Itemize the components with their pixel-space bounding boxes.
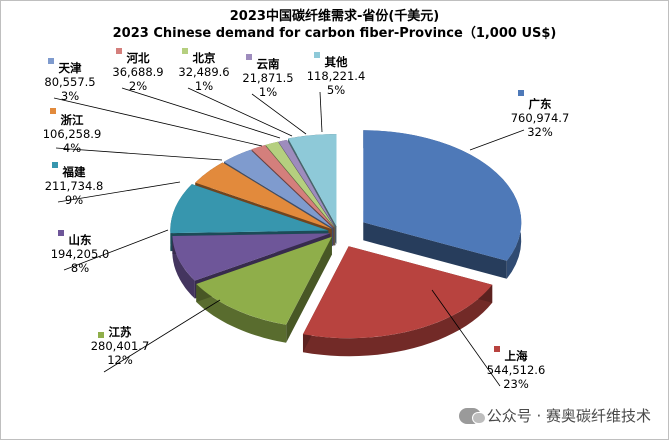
legend-marker — [50, 108, 56, 114]
watermark-text: 公众号 · 赛奥碳纤维技术 — [486, 407, 651, 425]
legend-marker — [58, 230, 64, 236]
chart-titles: 2023中国碳纤维需求-省份(千美元) 2023 Chinese demand … — [0, 8, 669, 42]
slice-value-label: 544,512.6 — [487, 363, 546, 377]
legend-marker — [182, 48, 188, 54]
slice-name-label: 其他 — [325, 55, 348, 69]
pie-slice-2 — [196, 236, 332, 325]
leader-line — [121, 87, 281, 139]
slice-value-label: 36,688.9 — [112, 65, 163, 79]
pie-slice-wall — [286, 236, 332, 343]
slice-name-label: 天津 — [59, 61, 82, 75]
leader-line — [53, 97, 263, 147]
slice-percent-label: 3% — [61, 89, 79, 103]
leader-line — [319, 91, 323, 133]
slice-percent-label: 1% — [259, 85, 277, 99]
chart-title: 2023中国碳纤维需求-省份(千美元) — [229, 9, 440, 24]
slice-name-label: 山东 — [69, 233, 92, 247]
slice-value-label: 194,205.0 — [51, 247, 110, 261]
slice-percent-label: 4% — [63, 141, 81, 155]
pie-slice-9 — [278, 139, 336, 228]
slice-percent-label: 23% — [503, 377, 529, 391]
slice-name-label: 上海 — [505, 349, 528, 363]
slice-name-label: 云南 — [257, 57, 280, 71]
slice-percent-label: 12% — [107, 353, 133, 367]
legend-marker — [518, 90, 524, 96]
slice-percent-label: 5% — [327, 83, 345, 97]
slice-value-label: 760,974.7 — [511, 111, 570, 125]
wechat-icon — [458, 407, 486, 424]
slice-value-label: 280,401.7 — [91, 339, 150, 353]
slice-value-label: 106,258.9 — [43, 127, 102, 141]
leader-line — [469, 129, 525, 151]
pie-slice-side — [172, 236, 195, 299]
pie-slice-5 — [195, 162, 332, 230]
legend-marker — [52, 162, 58, 168]
slice-name-label: 江苏 — [109, 325, 132, 339]
pie-slice-10 — [288, 134, 337, 227]
slice-name-label: 北京 — [193, 51, 216, 65]
pie-slice-7 — [251, 145, 335, 228]
slice-name-label: 福建 — [62, 165, 86, 179]
leader-line — [63, 229, 169, 271]
slice-value-label: 211,734.8 — [45, 179, 104, 193]
pie-slice-side — [303, 284, 493, 357]
pie-slice-4 — [170, 184, 329, 234]
pie-slice-wall — [363, 222, 507, 279]
slice-name-label: 河北 — [127, 51, 150, 65]
pie-tops — [170, 130, 522, 339]
leader-line — [57, 181, 181, 203]
slice-value-label: 80,557.5 — [44, 75, 95, 89]
leader-line — [103, 299, 221, 373]
slice-percent-label: 1% — [195, 79, 213, 93]
legend-marker — [116, 48, 122, 54]
legend-marker — [98, 332, 104, 338]
watermark: 公众号 · 赛奥碳纤维技术 — [458, 405, 651, 426]
leader-line — [187, 87, 293, 137]
pie-slice-6 — [224, 149, 334, 229]
legend-marker — [48, 58, 54, 64]
slice-name-label: 浙江 — [61, 113, 84, 127]
slice-percent-label: 2% — [129, 79, 147, 93]
leader-line — [431, 289, 501, 387]
slice-value-label: 118,221.4 — [307, 69, 366, 83]
slice-percent-label: 8% — [71, 261, 89, 275]
legend-marker — [246, 54, 252, 60]
legend-marker — [314, 52, 320, 58]
chart-subtitle: 2023 Chinese demand for carbon fiber-Pro… — [112, 26, 557, 41]
slice-percent-label: 9% — [65, 193, 83, 207]
slice-value-label: 21,871.5 — [242, 71, 293, 85]
slice-percent-label: 32% — [527, 125, 553, 139]
pie-labels: 广东760,974.732%上海544,512.623%江苏280,401.71… — [43, 48, 570, 391]
pie-slice-8 — [265, 141, 335, 228]
slice-name-label: 广东 — [529, 97, 552, 111]
slice-value-label: 32,489.6 — [178, 65, 229, 79]
pie-slice-0 — [363, 130, 522, 261]
legend-marker — [494, 346, 500, 352]
pie-slice-3 — [172, 233, 331, 281]
leader-line — [251, 93, 307, 135]
pie-slice-side — [196, 284, 287, 343]
leader-line — [55, 147, 223, 161]
pie-slice-1 — [303, 246, 493, 339]
